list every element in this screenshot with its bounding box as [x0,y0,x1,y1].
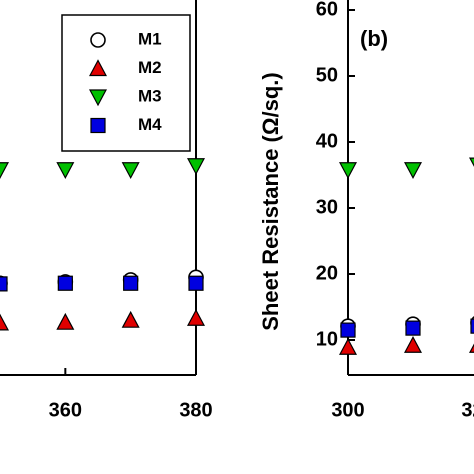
y-tick-label: 50 [316,64,338,86]
point [339,162,357,179]
legend-marker [90,32,106,48]
legend-marker [89,89,107,107]
point [0,276,8,292]
point [340,322,356,338]
legend-label: M4 [138,115,162,134]
point [121,310,140,328]
y-tick-label: 60 [316,0,338,20]
point [56,312,75,330]
point [404,336,422,353]
point [404,162,422,179]
x-tick-label: 320 [461,399,474,421]
point [470,318,474,334]
legend-marker [89,59,107,77]
point [56,162,75,179]
y-tick-label: 10 [316,328,338,350]
legend-label: M1 [138,29,162,48]
panel-label: (b) [360,26,388,51]
point [187,308,205,326]
legend-label: M3 [138,86,162,105]
point [469,343,474,353]
point [0,313,9,331]
point [123,275,139,291]
point [188,275,204,291]
point [405,320,421,336]
legend-label: M2 [138,58,162,77]
point [339,337,357,355]
x-tick-label: 360 [49,399,82,421]
point [57,275,73,291]
x-tick-label: 300 [331,399,364,421]
point [187,158,205,176]
point [0,162,9,179]
y-tick-label: 30 [316,196,338,218]
y-tick-label: 40 [316,130,338,152]
point [121,162,140,179]
legend-marker [90,117,106,134]
legend-box [61,14,191,152]
point [469,157,474,167]
y-tick-label: 20 [316,262,338,284]
x-tick-label: 380 [179,399,212,421]
y-axis-label: Sheet Resistance (Ω/sq.) [258,72,283,331]
